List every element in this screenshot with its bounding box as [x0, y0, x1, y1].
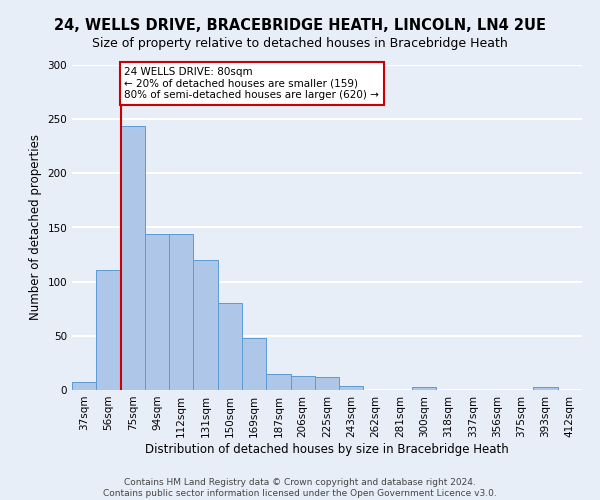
X-axis label: Distribution of detached houses by size in Bracebridge Heath: Distribution of detached houses by size … [145, 442, 509, 456]
Y-axis label: Number of detached properties: Number of detached properties [29, 134, 42, 320]
Bar [242, 338, 266, 390]
Bar [533, 387, 558, 390]
Bar [266, 374, 290, 390]
Bar [121, 126, 145, 390]
Text: Size of property relative to detached houses in Bracebridge Heath: Size of property relative to detached ho… [92, 38, 508, 51]
Bar [145, 234, 169, 390]
Bar [193, 260, 218, 390]
Bar [412, 387, 436, 390]
Bar [96, 270, 121, 390]
Text: 24 WELLS DRIVE: 80sqm
← 20% of detached houses are smaller (159)
80% of semi-det: 24 WELLS DRIVE: 80sqm ← 20% of detached … [124, 67, 379, 100]
Bar [169, 234, 193, 390]
Bar [315, 377, 339, 390]
Text: 24, WELLS DRIVE, BRACEBRIDGE HEATH, LINCOLN, LN4 2UE: 24, WELLS DRIVE, BRACEBRIDGE HEATH, LINC… [54, 18, 546, 32]
Bar [290, 376, 315, 390]
Bar [339, 386, 364, 390]
Bar [218, 304, 242, 390]
Bar [72, 382, 96, 390]
Text: Contains HM Land Registry data © Crown copyright and database right 2024.
Contai: Contains HM Land Registry data © Crown c… [103, 478, 497, 498]
